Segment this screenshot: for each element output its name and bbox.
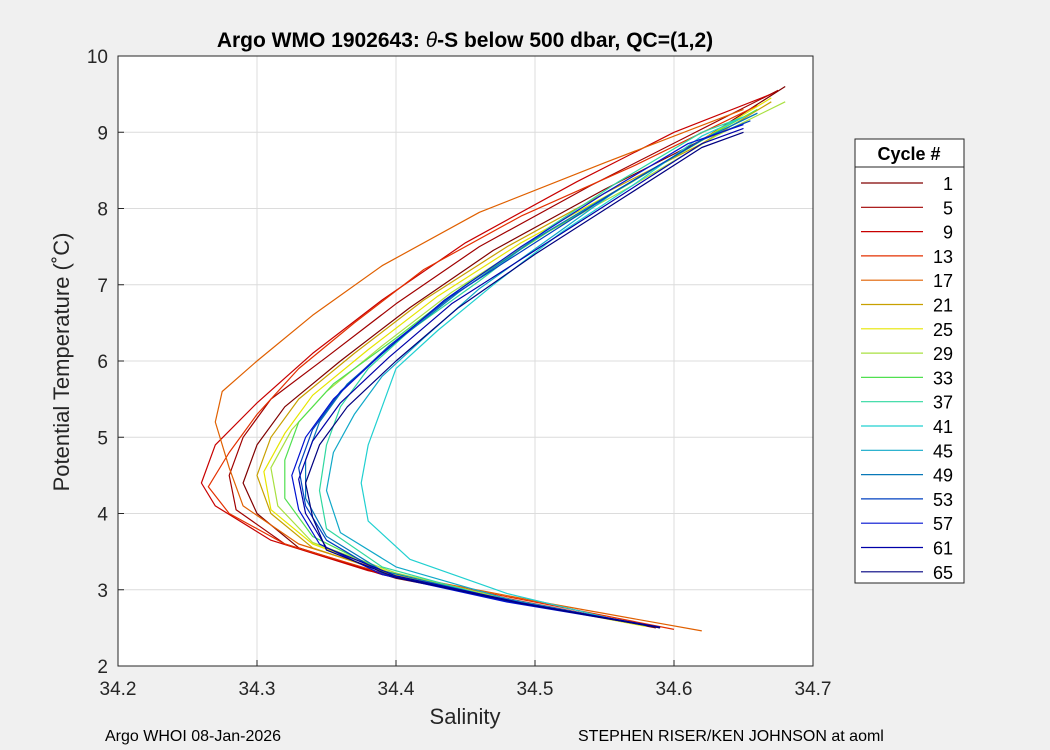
- legend-label: 65: [933, 563, 953, 583]
- legend-entry-65: 65: [861, 563, 953, 583]
- series-line-cycle-57: [291, 124, 744, 627]
- legend-label: 53: [933, 490, 953, 510]
- y-tick-label: 6: [97, 352, 108, 373]
- legend-label: 45: [933, 441, 953, 461]
- axes-box: [117, 55, 814, 667]
- legend-label: 13: [933, 247, 953, 267]
- legend-entry-45: 45: [861, 441, 953, 461]
- title-prefix: Argo WMO 1902643:: [217, 29, 426, 52]
- x-tick-label: 34.4: [378, 679, 415, 700]
- x-tick-label: 34.3: [239, 679, 276, 700]
- x-tick-label: 34.7: [795, 679, 832, 700]
- series-line-cycle-37: [318, 116, 744, 624]
- y-axis-label: Potential Temperature (˚C): [49, 233, 74, 492]
- legend-label: 21: [933, 296, 953, 316]
- y-tick-label: 7: [97, 276, 108, 297]
- legend-items: 1 5 9 13 17 21 25 29 33 37 41 45 49 53 57 61 65: [861, 174, 953, 583]
- legend-label: 33: [933, 368, 953, 388]
- y-tick-label: 4: [97, 505, 108, 526]
- footer-right: STEPHEN RISER/KEN JOHNSON at aoml: [578, 728, 884, 745]
- x-axis-label: Salinity: [430, 704, 501, 729]
- legend-entry-17: 17: [861, 271, 953, 291]
- title-theta: θ: [426, 29, 438, 52]
- legend-entry-49: 49: [861, 466, 953, 486]
- series-layer: [200, 85, 786, 632]
- legend-entry-1: 1: [861, 174, 953, 194]
- legend-entry-33: 33: [861, 368, 953, 388]
- legend-label: 57: [933, 514, 953, 534]
- legend-entry-57: 57: [861, 514, 953, 534]
- legend-title-box: [854, 138, 965, 168]
- legend-label: 1: [943, 174, 953, 194]
- series-line-cycle-41: [360, 116, 744, 621]
- legend-label: 29: [933, 344, 953, 364]
- x-tick-label: 34.5: [517, 679, 554, 700]
- chart-title: Argo WMO 1902643: θ-S below 500 dbar, QC…: [217, 29, 713, 52]
- series-line-cycle-53: [298, 120, 751, 627]
- series-line-cycle-13: [207, 105, 758, 630]
- legend-entry-37: 37: [861, 393, 953, 413]
- legend-label: 41: [933, 417, 953, 437]
- series-line-cycle-9: [200, 93, 772, 629]
- series-line-cycle-45: [325, 112, 758, 625]
- legend-label: 9: [943, 223, 953, 243]
- y-tick-label: 10: [87, 47, 108, 68]
- series-line-cycle-61: [298, 127, 744, 628]
- legend-label: 5: [943, 198, 953, 218]
- title-suffix: -S below 500 dbar, QC=(1,2): [437, 29, 713, 52]
- legend-entry-13: 13: [861, 247, 953, 267]
- y-tick-label: 5: [97, 428, 108, 449]
- legend-title: Cycle #: [877, 144, 940, 164]
- legend-label: 49: [933, 466, 953, 486]
- legend-entry-61: 61: [861, 539, 953, 559]
- legend: Cycle # 1 5 9 13 17 21 25 29 33 37 41 45 49 53 57 61 65: [854, 138, 965, 584]
- y-tick-label: 3: [97, 581, 108, 602]
- series-line-cycle-25: [263, 97, 772, 627]
- y-tick-labels: 2 3 4 5 6 7 8 9 10: [87, 47, 109, 678]
- legend-entry-29: 29: [861, 344, 953, 364]
- legend-entry-21: 21: [861, 296, 953, 316]
- legend-label: 37: [933, 393, 953, 413]
- legend-label: 61: [933, 539, 953, 559]
- x-tick-labels: 34.2 34.3 34.4 34.5 34.6 34.7: [100, 679, 832, 700]
- y-tick-label: 9: [97, 123, 108, 144]
- y-tick-label: 8: [97, 200, 108, 221]
- x-tick-label: 34.6: [656, 679, 693, 700]
- legend-label: 17: [933, 271, 953, 291]
- y-tick-label: 2: [97, 657, 108, 678]
- legend-entry-25: 25: [861, 320, 953, 340]
- legend-entry-9: 9: [861, 223, 953, 243]
- legend-entry-53: 53: [861, 490, 953, 510]
- legend-entry-5: 5: [861, 198, 953, 218]
- legend-label: 25: [933, 320, 953, 340]
- legend-entry-41: 41: [861, 417, 953, 437]
- series-line-cycle-65: [305, 131, 744, 629]
- legend-box: [854, 166, 965, 584]
- footer-left: Argo WHOI 08-Jan-2026: [105, 728, 281, 745]
- x-tick-label: 34.2: [100, 679, 137, 700]
